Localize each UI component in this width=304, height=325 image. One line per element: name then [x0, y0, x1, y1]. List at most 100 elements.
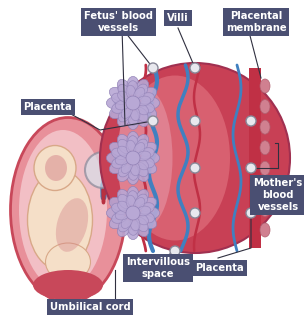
- Ellipse shape: [117, 165, 131, 182]
- Ellipse shape: [115, 210, 129, 220]
- Ellipse shape: [127, 136, 138, 152]
- Circle shape: [148, 63, 158, 73]
- Ellipse shape: [118, 201, 130, 212]
- Ellipse shape: [130, 107, 140, 121]
- Ellipse shape: [260, 141, 270, 155]
- Circle shape: [170, 246, 180, 256]
- Ellipse shape: [260, 161, 270, 175]
- Ellipse shape: [142, 152, 160, 164]
- Ellipse shape: [118, 162, 131, 177]
- Ellipse shape: [121, 106, 132, 118]
- Ellipse shape: [128, 164, 139, 180]
- Circle shape: [190, 208, 200, 218]
- Ellipse shape: [121, 161, 132, 174]
- Text: Fetus' blood
vessels: Fetus' blood vessels: [84, 11, 153, 33]
- Ellipse shape: [109, 142, 126, 156]
- Ellipse shape: [109, 160, 126, 174]
- Ellipse shape: [140, 215, 157, 229]
- Ellipse shape: [109, 215, 126, 229]
- Ellipse shape: [118, 217, 131, 232]
- Ellipse shape: [109, 87, 126, 101]
- Ellipse shape: [127, 167, 139, 185]
- Ellipse shape: [136, 159, 148, 170]
- Circle shape: [246, 208, 256, 218]
- Ellipse shape: [19, 130, 107, 290]
- Ellipse shape: [33, 270, 103, 300]
- Ellipse shape: [260, 182, 270, 196]
- Circle shape: [246, 116, 256, 126]
- Ellipse shape: [140, 160, 157, 174]
- Ellipse shape: [118, 84, 131, 99]
- Text: Mother's
blood
vessels: Mother's blood vessels: [253, 178, 302, 212]
- Text: Umbilical cord: Umbilical cord: [50, 302, 130, 312]
- Circle shape: [148, 116, 158, 126]
- Ellipse shape: [139, 101, 154, 113]
- Ellipse shape: [118, 146, 130, 157]
- Ellipse shape: [117, 189, 131, 206]
- Ellipse shape: [128, 219, 139, 235]
- Ellipse shape: [127, 131, 139, 150]
- Ellipse shape: [127, 81, 138, 97]
- Ellipse shape: [135, 135, 149, 151]
- Ellipse shape: [121, 216, 132, 228]
- Ellipse shape: [128, 109, 139, 125]
- Ellipse shape: [118, 139, 131, 154]
- Ellipse shape: [260, 79, 270, 93]
- Ellipse shape: [118, 91, 130, 102]
- Text: Placenta: Placenta: [196, 263, 244, 273]
- Ellipse shape: [140, 142, 157, 156]
- Ellipse shape: [140, 197, 157, 211]
- Ellipse shape: [135, 217, 148, 232]
- Ellipse shape: [134, 143, 145, 155]
- Ellipse shape: [106, 207, 124, 219]
- Text: Placental
membrane: Placental membrane: [226, 11, 286, 33]
- Ellipse shape: [118, 194, 131, 209]
- Text: Intervillous
space: Intervillous space: [126, 257, 190, 279]
- Ellipse shape: [118, 108, 131, 122]
- Ellipse shape: [112, 157, 127, 168]
- Ellipse shape: [126, 151, 140, 165]
- Ellipse shape: [112, 212, 127, 223]
- Ellipse shape: [112, 148, 127, 160]
- Bar: [249, 68, 261, 248]
- Ellipse shape: [127, 187, 139, 204]
- Ellipse shape: [135, 107, 148, 122]
- Ellipse shape: [115, 155, 129, 165]
- Ellipse shape: [109, 197, 126, 211]
- Ellipse shape: [135, 194, 148, 209]
- Ellipse shape: [112, 93, 127, 104]
- Ellipse shape: [137, 151, 151, 161]
- Ellipse shape: [118, 88, 172, 228]
- Ellipse shape: [126, 96, 140, 110]
- Ellipse shape: [260, 202, 270, 216]
- Ellipse shape: [27, 170, 92, 270]
- Ellipse shape: [117, 110, 131, 127]
- Ellipse shape: [140, 87, 157, 101]
- Ellipse shape: [136, 104, 148, 115]
- Ellipse shape: [127, 76, 139, 94]
- Ellipse shape: [135, 165, 149, 182]
- Ellipse shape: [126, 206, 140, 220]
- Ellipse shape: [260, 223, 270, 237]
- Ellipse shape: [126, 195, 136, 209]
- Ellipse shape: [139, 212, 154, 223]
- Circle shape: [85, 152, 121, 188]
- Ellipse shape: [106, 152, 124, 164]
- Ellipse shape: [127, 111, 139, 130]
- Circle shape: [190, 163, 200, 173]
- Ellipse shape: [130, 162, 140, 176]
- Ellipse shape: [56, 198, 88, 252]
- Ellipse shape: [127, 222, 139, 240]
- Ellipse shape: [136, 214, 148, 225]
- Ellipse shape: [260, 99, 270, 113]
- Ellipse shape: [130, 217, 140, 231]
- Ellipse shape: [46, 243, 91, 281]
- Ellipse shape: [135, 220, 149, 237]
- Ellipse shape: [140, 105, 157, 119]
- Text: Placenta: Placenta: [24, 102, 72, 112]
- Ellipse shape: [134, 198, 145, 210]
- Circle shape: [246, 163, 256, 173]
- Circle shape: [100, 63, 290, 253]
- Ellipse shape: [139, 148, 154, 159]
- Ellipse shape: [115, 100, 129, 110]
